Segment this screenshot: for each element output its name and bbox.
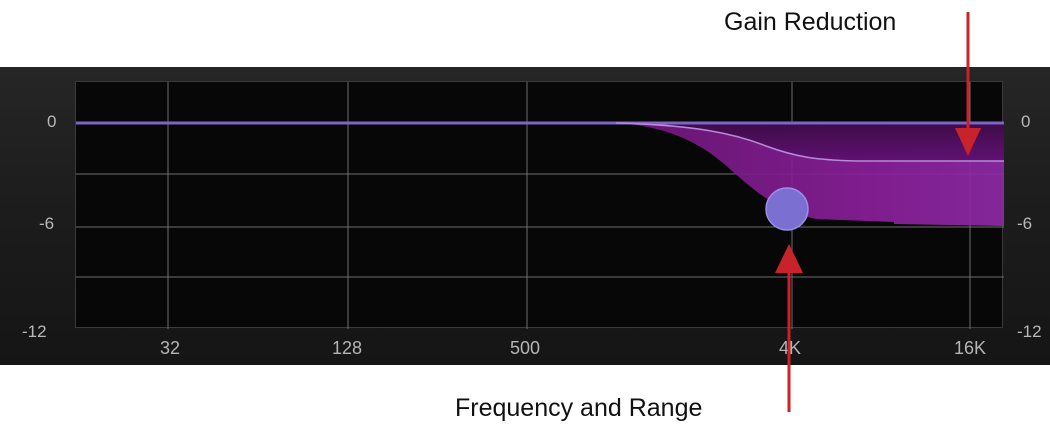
frequency-range-handle[interactable] [765,187,809,231]
db-label-left-neg6: -6 [39,214,55,233]
gain-reduction-callout: Gain Reduction [724,8,897,36]
response-plot[interactable] [75,81,1004,329]
freq-label-32: 32 [159,338,181,358]
freq-label-500: 500 [509,338,541,358]
gain-reduction-fill [636,123,1004,161]
response-graph [76,82,1004,329]
db-label-left-neg12: -12 [22,322,47,341]
eq-display-panel: 0 -6 -12 0 -6 -12 32 128 500 4K 16K [0,67,1050,365]
db-label-right-neg6: -6 [1017,214,1033,233]
freq-label-4k: 4K [778,338,802,358]
frequency-range-callout: Frequency and Range [455,394,703,422]
freq-label-128: 128 [331,338,363,358]
db-label-right-neg12: -12 [1017,322,1042,341]
freq-label-16k: 16K [953,338,987,358]
db-label-right-0: 0 [1021,112,1031,131]
db-label-left-0: 0 [47,112,57,131]
gain-reduction-curve [615,122,1004,162]
